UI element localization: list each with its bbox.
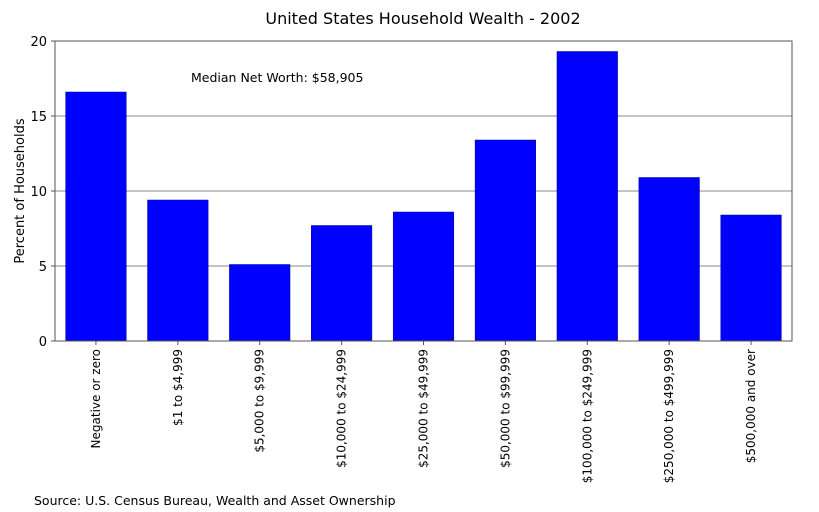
- bars: [65, 51, 782, 342]
- x-tick-label: $50,000 to $99,999: [498, 349, 512, 468]
- bar: [229, 264, 291, 342]
- x-tick-label: $1 to $4,999: [171, 349, 185, 426]
- bar: [638, 177, 700, 342]
- x-tick-label: Negative or zero: [89, 349, 103, 448]
- x-tick-label: $10,000 to $24,999: [335, 349, 349, 468]
- bar: [720, 214, 782, 342]
- x-tick-label: $500,000 and over: [744, 349, 758, 463]
- x-tick-label: $250,000 to $499,999: [662, 349, 676, 483]
- median-annotation: Median Net Worth: $58,905: [191, 70, 363, 85]
- y-tick-label: 20: [30, 35, 47, 50]
- y-tick-label: 15: [30, 110, 47, 125]
- chart-title: United States Household Wealth - 2002: [265, 9, 580, 28]
- y-tick-label: 5: [39, 260, 47, 275]
- x-axis-ticks: Negative or zero $1 to $4,999 $5,000 to $9…: [89, 341, 758, 483]
- y-axis-label: Percent of Households: [13, 118, 28, 264]
- bar: [311, 225, 373, 342]
- y-tick-label: 10: [30, 185, 47, 200]
- y-axis-ticks: 0 5 10 15 20: [30, 35, 55, 350]
- bar: [474, 139, 536, 342]
- x-tick-label: $25,000 to $49,999: [417, 349, 431, 468]
- bar: [147, 199, 209, 342]
- x-tick-label: $5,000 to $9,999: [253, 349, 267, 453]
- bar: [392, 211, 455, 342]
- bar: [556, 51, 618, 342]
- y-tick-label: 0: [39, 335, 47, 350]
- bar: [65, 91, 127, 342]
- source-note: Source: U.S. Census Bureau, Wealth and A…: [34, 493, 396, 508]
- x-tick-label: $100,000 to $249,999: [580, 349, 594, 483]
